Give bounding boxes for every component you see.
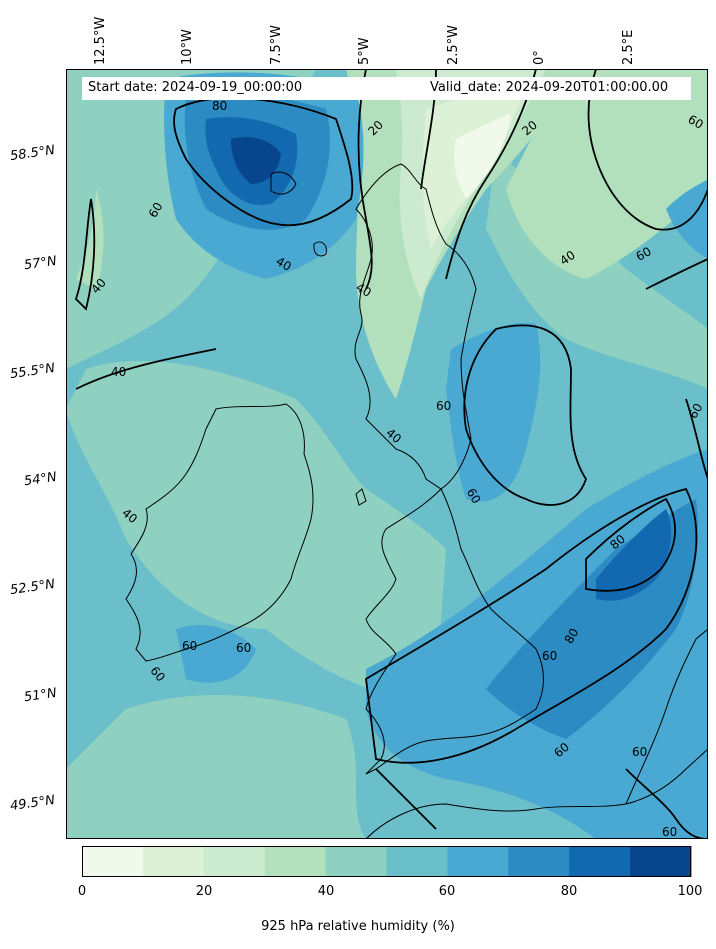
colorbar-tick-60: 60 [438, 884, 456, 899]
lon-label-7-5w: 7.5°W [269, 24, 284, 65]
header-box [82, 77, 691, 100]
colorbar-tick-40: 40 [317, 884, 335, 899]
contour-label: 60 [463, 485, 484, 507]
lon-label-0: 0° [532, 50, 547, 65]
contour-label: 60 [632, 745, 648, 759]
contour-label: 40 [353, 280, 374, 300]
contour-label: 20 [519, 117, 540, 139]
colorbar-cell [630, 846, 692, 877]
contour-label: 20 [365, 117, 386, 139]
contour-label: 60 [182, 639, 198, 653]
lat-label-52-5n: 52.5°N [9, 576, 56, 599]
lat-label-54n: 54°N [23, 469, 58, 490]
lat-label-49-5n: 49.5°N [9, 792, 56, 815]
contour-label: 60 [436, 399, 452, 413]
colorbar-cell [508, 846, 570, 877]
contour-label-layer: 80 20 20 60 40 40 40 40 40 60 60 60 40 6… [66, 69, 708, 839]
contour-label: 60 [685, 400, 706, 422]
contour-label: 60 [145, 199, 166, 221]
contour-label: 60 [662, 825, 678, 839]
colorbar-tick-80: 80 [560, 884, 578, 899]
contour-label: 60 [633, 244, 654, 264]
lon-label-10w: 10°W [180, 29, 195, 65]
contour-label: 60 [542, 649, 558, 663]
colorbar-border [82, 846, 691, 877]
contour-label: 40 [119, 505, 140, 527]
contour-label: 40 [273, 254, 294, 274]
coastlines [125, 163, 708, 839]
colorbar-cell [569, 846, 631, 877]
contour-label: 60 [685, 112, 706, 132]
lon-label-2-5e: 2.5°E [621, 29, 636, 65]
colorbar-tick-0: 0 [77, 884, 87, 899]
colorbar-cell [447, 846, 509, 877]
colorbar-tick-100: 100 [677, 884, 703, 899]
contour-label: 40 [88, 275, 109, 297]
contour-label: 40 [557, 247, 578, 269]
band-0-10 [454, 114, 511, 199]
lat-label-55-5n: 55.5°N [9, 360, 56, 383]
colorbar-cell [142, 846, 205, 877]
colorbar-label: 925 hPa relative humidity (%) [261, 919, 455, 934]
colorbar-cell [386, 846, 448, 877]
band-90-100 [231, 137, 281, 184]
colorbar [82, 846, 692, 877]
map-border [66, 69, 708, 839]
colorbar-cell [203, 846, 266, 877]
colorbar-cell [82, 846, 144, 877]
colorbar-cell [325, 846, 387, 877]
contour-label: 60 [551, 739, 572, 761]
lon-label-12-5w: 12.5°W [93, 16, 108, 65]
colorbar-cell [264, 846, 327, 877]
contour-label: 80 [561, 625, 582, 647]
lat-label-58-5n: 58.5°N [9, 142, 56, 165]
lat-label-57n: 57°N [23, 253, 58, 274]
lon-label-2-5w: 2.5°W [446, 24, 461, 65]
contour-label: 40 [383, 425, 404, 447]
colorbar-cells [82, 846, 692, 877]
contour-label: 40 [111, 365, 127, 379]
start-date-label: Start date: 2024-09-19_00:00:00 [88, 80, 303, 95]
valid-date-label: Valid_date: 2024-09-20T01:00:00.00 [430, 80, 669, 95]
contour-label: 80 [607, 531, 628, 553]
colorbar-tick-20: 20 [195, 884, 213, 899]
lat-label-51n: 51°N [23, 685, 58, 706]
lon-label-5w: 5°W [357, 37, 372, 65]
contour-label: 80 [212, 99, 228, 113]
contour-label: 60 [147, 663, 168, 685]
humidity-map [66, 69, 708, 839]
contour-label: 60 [236, 641, 252, 655]
